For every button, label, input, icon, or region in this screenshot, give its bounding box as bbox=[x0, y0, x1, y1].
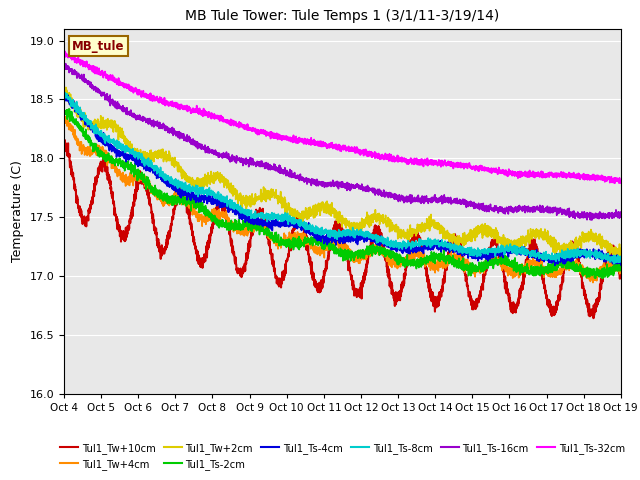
Tul1_Tw+2cm bbox=[274, 198, 282, 204]
Tul1_Ts-32cm bbox=[274, 136, 282, 142]
Tul1_Tw+4cm bbox=[274, 241, 282, 247]
Tul1_Ts-16cm bbox=[546, 210, 554, 216]
Line: Tul1_Ts-8cm: Tul1_Ts-8cm bbox=[64, 92, 621, 264]
Line: Tul1_Tw+2cm: Tul1_Tw+2cm bbox=[64, 87, 621, 257]
Tul1_Tw+2cm bbox=[546, 237, 554, 243]
Tul1_Tw+4cm bbox=[157, 196, 164, 202]
Tul1_Ts-8cm bbox=[606, 259, 614, 265]
Tul1_Ts-4cm bbox=[124, 152, 131, 158]
Tul1_Ts-16cm bbox=[606, 214, 614, 219]
Line: Tul1_Ts-4cm: Tul1_Ts-4cm bbox=[64, 93, 621, 265]
Tul1_Tw+10cm bbox=[61, 137, 68, 143]
Tul1_Ts-16cm bbox=[157, 125, 164, 131]
Tul1_Tw+4cm bbox=[62, 114, 70, 120]
Legend: Tul1_Tw+10cm, Tul1_Tw+4cm, Tul1_Tw+2cm, Tul1_Ts-2cm, Tul1_Ts-4cm, Tul1_Ts-8cm, T: Tul1_Tw+10cm, Tul1_Tw+4cm, Tul1_Tw+2cm, … bbox=[56, 439, 629, 474]
Tul1_Ts-32cm bbox=[617, 178, 625, 184]
Tul1_Tw+2cm bbox=[606, 252, 614, 258]
Tul1_Tw+4cm bbox=[617, 268, 625, 274]
Tul1_Tw+10cm bbox=[60, 143, 68, 149]
Tul1_Tw+2cm bbox=[298, 214, 306, 219]
Line: Tul1_Tw+4cm: Tul1_Tw+4cm bbox=[64, 117, 621, 283]
Tul1_Ts-4cm bbox=[157, 169, 164, 175]
Tul1_Tw+10cm bbox=[606, 253, 614, 259]
Tul1_Ts-8cm bbox=[274, 213, 282, 219]
Tul1_Ts-4cm bbox=[298, 228, 305, 233]
Tul1_Tw+10cm bbox=[124, 223, 132, 229]
Tul1_Tw+10cm bbox=[157, 256, 164, 262]
Line: Tul1_Tw+10cm: Tul1_Tw+10cm bbox=[64, 140, 621, 318]
Tul1_Tw+2cm bbox=[616, 254, 624, 260]
Tul1_Ts-8cm bbox=[157, 165, 164, 170]
Tul1_Tw+4cm bbox=[546, 273, 554, 278]
Tul1_Ts-2cm bbox=[617, 267, 625, 273]
Tul1_Ts-8cm bbox=[617, 257, 625, 263]
Tul1_Ts-16cm bbox=[60, 65, 68, 71]
Tul1_Ts-4cm bbox=[274, 217, 282, 223]
Tul1_Tw+2cm bbox=[617, 251, 625, 256]
Tul1_Tw+10cm bbox=[589, 315, 597, 321]
Tul1_Ts-16cm bbox=[62, 61, 70, 67]
Tul1_Ts-2cm bbox=[546, 266, 554, 272]
Tul1_Ts-4cm bbox=[617, 262, 625, 268]
Tul1_Ts-32cm bbox=[124, 85, 132, 91]
Tul1_Ts-4cm bbox=[551, 263, 559, 268]
Title: MB Tule Tower: Tule Temps 1 (3/1/11-3/19/14): MB Tule Tower: Tule Temps 1 (3/1/11-3/19… bbox=[185, 10, 500, 24]
Tul1_Tw+4cm bbox=[60, 115, 68, 121]
Tul1_Ts-32cm bbox=[298, 138, 306, 144]
Tul1_Ts-32cm bbox=[546, 171, 554, 177]
Tul1_Ts-2cm bbox=[274, 236, 282, 242]
Tul1_Ts-32cm bbox=[606, 175, 614, 180]
Tul1_Ts-8cm bbox=[60, 89, 68, 95]
Tul1_Tw+2cm bbox=[62, 84, 70, 90]
Line: Tul1_Ts-32cm: Tul1_Ts-32cm bbox=[64, 51, 621, 183]
Tul1_Ts-2cm bbox=[599, 276, 607, 281]
Tul1_Tw+4cm bbox=[124, 178, 132, 184]
Tul1_Ts-8cm bbox=[298, 222, 305, 228]
Tul1_Ts-2cm bbox=[606, 265, 614, 271]
Tul1_Ts-32cm bbox=[60, 53, 68, 59]
Line: Tul1_Ts-2cm: Tul1_Ts-2cm bbox=[64, 102, 621, 278]
Tul1_Ts-8cm bbox=[611, 261, 618, 266]
Tul1_Ts-2cm bbox=[60, 99, 68, 105]
Tul1_Tw+4cm bbox=[298, 237, 306, 242]
Tul1_Tw+2cm bbox=[60, 84, 68, 90]
Tul1_Ts-2cm bbox=[298, 241, 305, 247]
Tul1_Ts-16cm bbox=[298, 177, 306, 183]
Y-axis label: Temperature (C): Temperature (C) bbox=[11, 160, 24, 262]
Tul1_Ts-4cm bbox=[546, 257, 554, 263]
Tul1_Tw+4cm bbox=[606, 260, 614, 266]
Tul1_Tw+10cm bbox=[298, 220, 306, 226]
Tul1_Ts-32cm bbox=[157, 99, 164, 105]
Tul1_Tw+10cm bbox=[617, 271, 625, 276]
Tul1_Ts-32cm bbox=[611, 180, 618, 186]
Tul1_Ts-16cm bbox=[617, 214, 625, 219]
Tul1_Ts-4cm bbox=[60, 90, 68, 96]
Tul1_Tw+2cm bbox=[157, 151, 164, 156]
Tul1_Ts-16cm bbox=[588, 217, 596, 223]
Tul1_Ts-8cm bbox=[124, 146, 131, 152]
Tul1_Ts-16cm bbox=[274, 167, 282, 172]
Line: Tul1_Ts-16cm: Tul1_Ts-16cm bbox=[64, 64, 621, 220]
Text: MB_tule: MB_tule bbox=[72, 40, 125, 53]
Tul1_Tw+10cm bbox=[546, 305, 554, 311]
Tul1_Ts-2cm bbox=[124, 161, 131, 167]
Tul1_Ts-2cm bbox=[157, 195, 164, 201]
Tul1_Ts-8cm bbox=[546, 254, 554, 260]
Tul1_Tw+4cm bbox=[589, 280, 596, 286]
Tul1_Tw+10cm bbox=[274, 275, 282, 281]
Tul1_Ts-4cm bbox=[606, 253, 614, 259]
Tul1_Ts-16cm bbox=[124, 112, 132, 118]
Tul1_Ts-32cm bbox=[61, 48, 68, 54]
Tul1_Tw+2cm bbox=[124, 139, 132, 144]
